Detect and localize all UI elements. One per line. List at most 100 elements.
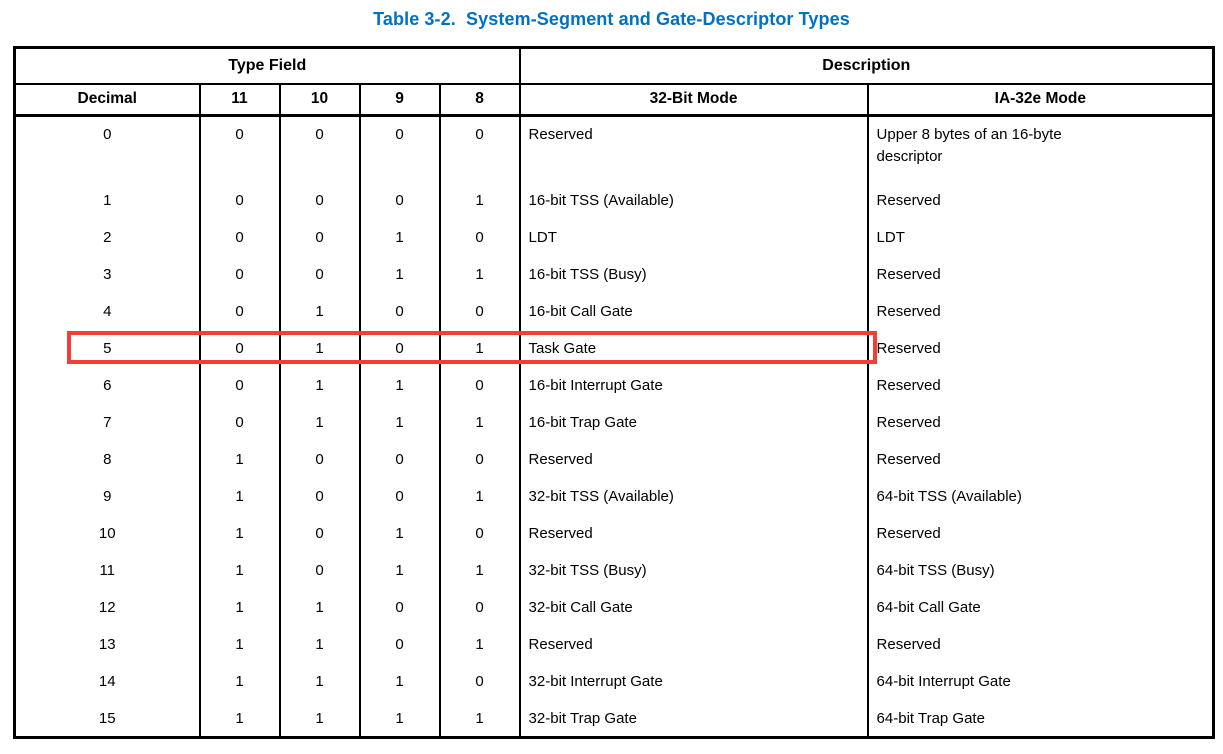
cell-text: 0: [475, 672, 484, 690]
mode-32bit-cell: 16-bit Interrupt Gate: [518, 367, 869, 405]
bit-9-cell: 0: [358, 330, 441, 368]
cell-text: 0: [235, 191, 244, 209]
cell-text: 0: [395, 191, 404, 209]
decimal-cell: 15: [13, 700, 201, 738]
cell-text: 3: [103, 265, 112, 283]
cell-text: 0: [235, 265, 244, 283]
bit-9-cell: 0: [358, 293, 441, 331]
cell-text: 1: [475, 191, 484, 209]
decimal-cell: 13: [13, 626, 201, 664]
cell-text: 64-bit TSS (Busy): [876, 561, 995, 579]
ia32e-mode-cell: Reserved: [866, 515, 1215, 553]
bit-8-cell: 0: [438, 663, 521, 701]
cell-text: 0: [235, 413, 244, 431]
cell-text: 1: [235, 709, 244, 727]
cell-text: 1: [235, 598, 244, 616]
mode-32bit-cell: 32-bit TSS (Available): [518, 478, 869, 516]
table-row: 6 0 1 1 0 16-bit Interrupt Gate Reserved: [13, 367, 1215, 405]
bit-8-cell: 0: [438, 115, 521, 183]
cell-text: 1: [395, 265, 404, 283]
cell-text: 64-bit TSS (Available): [876, 487, 1022, 505]
decimal-cell: 8: [13, 441, 201, 479]
cell-text: 1: [475, 265, 484, 283]
ia32e-mode-cell: Reserved: [866, 367, 1215, 405]
bit-10-cell: 1: [278, 626, 361, 664]
cell-text: 0: [235, 376, 244, 394]
bit-10-cell: 0: [278, 552, 361, 590]
cell-text: 1: [315, 302, 324, 320]
bit-11-cell: 0: [198, 182, 281, 220]
bit-11-cell: 0: [198, 219, 281, 257]
ia32e-mode-cell: Reserved: [866, 330, 1215, 368]
bit-8-cell: 1: [438, 330, 521, 368]
bit-11-cell: 0: [198, 293, 281, 331]
bit-9-cell: 0: [358, 589, 441, 627]
ia32e-mode-cell: 64-bit Trap Gate: [866, 700, 1215, 738]
cell-text: 6: [103, 376, 112, 394]
bit-10-cell: 1: [278, 589, 361, 627]
table-row: 14 1 1 1 0 32-bit Interrupt Gate 64-bit Interr…: [13, 663, 1215, 701]
cell-text: 32-bit Interrupt Gate: [528, 672, 663, 690]
cell-text: 0: [395, 487, 404, 505]
bit-11-cell: 0: [198, 115, 281, 183]
table-row-highlighted: 5 0 1 0 1 Task Gate Reserved: [13, 330, 1215, 368]
cell-text: 10: [98, 524, 116, 542]
descriptor-types-table: Type Field Description Decimal 11 10 9 8…: [13, 46, 1216, 739]
table-row: 3 0 0 1 1 16-bit TSS (Busy) Reserved: [13, 256, 1215, 294]
cell-text: 32-bit Trap Gate: [528, 709, 637, 727]
mode-32bit-cell: Reserved: [518, 115, 869, 183]
cell-text: 1: [235, 524, 244, 542]
cell-text: 32-bit TSS (Available): [528, 487, 674, 505]
decimal-cell: 0: [13, 115, 201, 183]
cell-text: 0: [395, 339, 404, 357]
bit-8-cell: 1: [438, 404, 521, 442]
decimal-cell: 14: [13, 663, 201, 701]
cell-text: 12: [98, 598, 116, 616]
bit-9-cell: 0: [358, 182, 441, 220]
cell-text: 1: [475, 413, 484, 431]
bit-8-cell: 1: [438, 552, 521, 590]
bit-8-cell: 0: [438, 441, 521, 479]
bit-10-cell: 1: [278, 663, 361, 701]
cell-text: 1: [475, 635, 484, 653]
column-header-32bit-mode: 32-Bit Mode: [518, 83, 869, 117]
decimal-cell: 9: [13, 478, 201, 516]
cell-text: 14: [98, 672, 116, 690]
cell-text: 0: [235, 302, 244, 320]
mode-32bit-cell: Reserved: [518, 626, 869, 664]
bit-10-cell: 1: [278, 700, 361, 738]
bit-11-cell: 0: [198, 367, 281, 405]
bit-9-cell: 0: [358, 115, 441, 183]
decimal-cell: 12: [13, 589, 201, 627]
column-header-row: Decimal 11 10 9 8 32-Bit Mode IA-32e Mod…: [13, 83, 1215, 117]
cell-text: 0: [395, 598, 404, 616]
bit-11-cell: 1: [198, 700, 281, 738]
mode-32bit-cell: 16-bit TSS (Available): [518, 182, 869, 220]
bit-9-cell: 1: [358, 367, 441, 405]
cell-text: 0: [475, 302, 484, 320]
cell-text: 8: [103, 450, 112, 468]
ia32e-mode-cell: 64-bit TSS (Available): [866, 478, 1215, 516]
cell-text: Reserved: [876, 635, 941, 653]
cell-text: Reserved: [876, 376, 941, 394]
bit-8-cell: 1: [438, 478, 521, 516]
bit-10-cell: 1: [278, 330, 361, 368]
cell-text: 1: [315, 339, 324, 357]
table-body: 0 0 0 0 0 Reserved Upper 8 bytes of an 16-byte…: [13, 115, 1215, 738]
cell-text: 0: [395, 126, 404, 143]
table-title: Table 3-2. System-Segment and Gate-Descr…: [373, 9, 850, 29]
cell-text: 1: [395, 524, 404, 542]
cell-text: 1: [315, 376, 324, 394]
bit-9-cell: 1: [358, 663, 441, 701]
cell-text: 9: [103, 487, 112, 505]
table-row: 2 0 0 1 0 LDT LDT: [13, 219, 1215, 257]
cell-text: 16-bit TSS (Available): [528, 191, 674, 209]
cell-text: 0: [235, 228, 244, 246]
mode-32bit-cell: 16-bit Call Gate: [518, 293, 869, 331]
bit-8-cell: 0: [438, 367, 521, 405]
cell-text: 1: [395, 672, 404, 690]
mode-32bit-cell: 16-bit Trap Gate: [518, 404, 869, 442]
decimal-cell: 11: [13, 552, 201, 590]
cell-text: 0: [315, 191, 324, 209]
cell-text: 0: [475, 376, 484, 394]
